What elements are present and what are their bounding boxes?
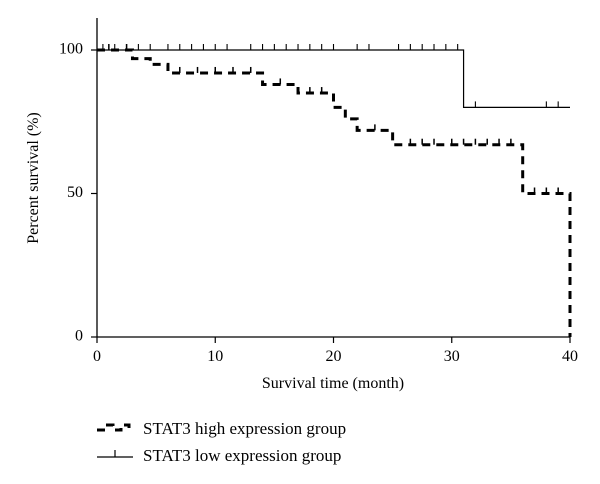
legend-swatch-high-expression xyxy=(97,423,131,432)
x-tick-label: 30 xyxy=(444,348,460,365)
series-low-expression xyxy=(97,44,570,108)
y-tick-label: 0 xyxy=(75,328,83,345)
legend-label-high-expression: STAT3 high expression group xyxy=(143,419,346,438)
legend-label-low-expression: STAT3 low expression group xyxy=(143,446,341,465)
x-tick-label: 20 xyxy=(326,348,342,365)
axis-tick-labels: 0 10 20 30 40 0 50 100 xyxy=(59,41,578,365)
x-tick-label: 40 xyxy=(562,348,578,365)
series-high-expression xyxy=(97,44,572,337)
y-axis-label: Percent survival (%) xyxy=(25,112,42,244)
plot-area: 0 10 20 30 40 0 50 100 xyxy=(59,18,578,365)
x-tick-label: 10 xyxy=(207,348,223,365)
series-layer xyxy=(97,44,572,337)
x-tick-label: 0 xyxy=(93,348,101,365)
survival-curve-high xyxy=(97,48,572,337)
legend: STAT3 high expression group STAT3 low ex… xyxy=(97,419,346,465)
y-tick-label: 50 xyxy=(67,184,83,201)
x-axis-label: Survival time (month) xyxy=(262,375,404,392)
y-tick-label: 100 xyxy=(59,41,83,58)
survival-curve-low xyxy=(97,49,570,108)
legend-item-low: STAT3 low expression group xyxy=(97,446,341,465)
legend-item-high: STAT3 high expression group xyxy=(97,419,346,438)
axis-ticks xyxy=(91,49,571,343)
